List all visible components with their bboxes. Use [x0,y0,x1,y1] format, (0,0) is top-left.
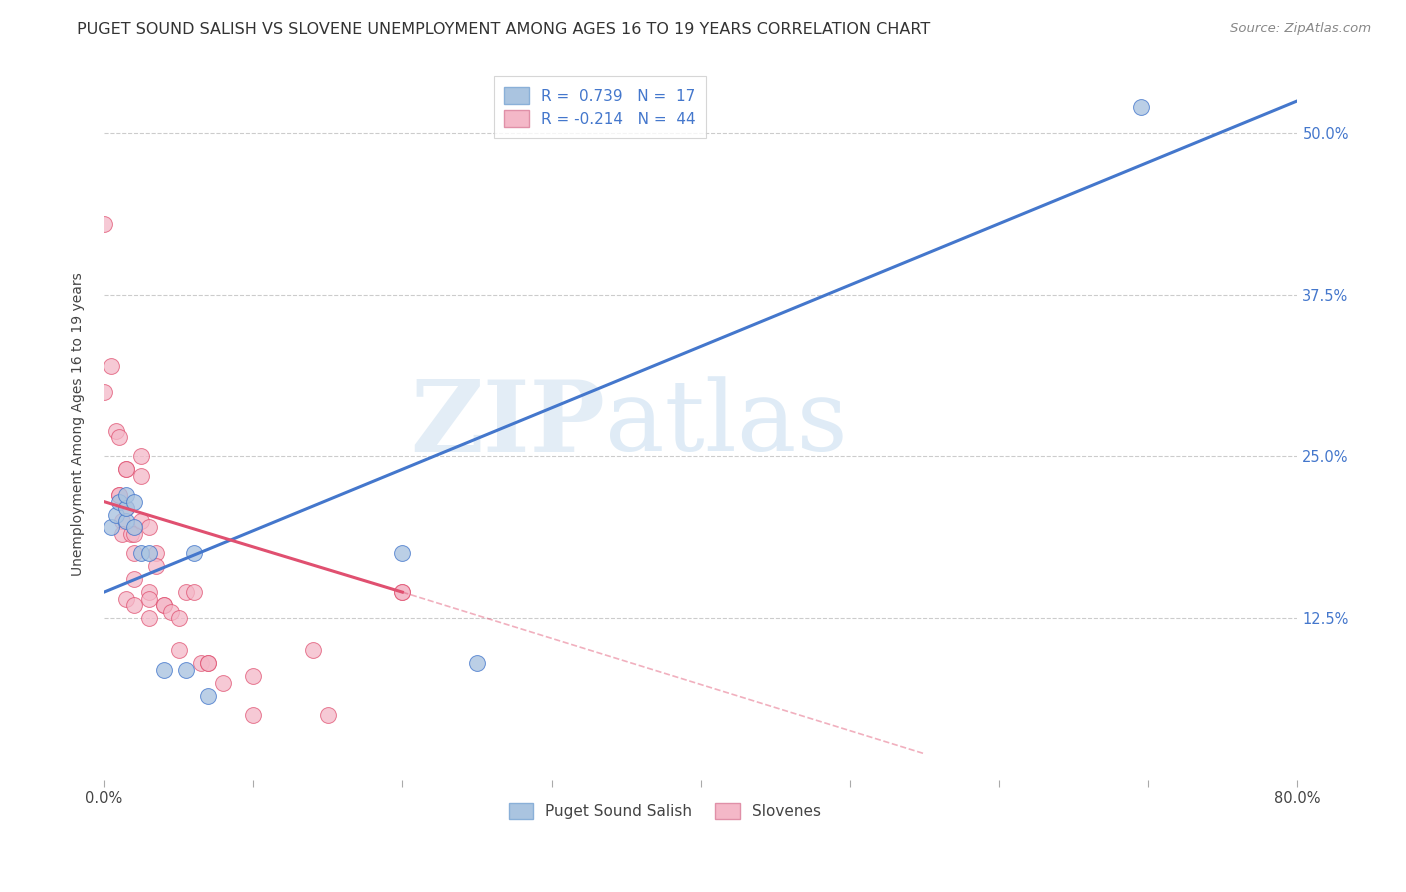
Point [1129,100,1152,114]
Text: PUGET SOUND SALISH VS SLOVENE UNEMPLOYMENT AMONG AGES 16 TO 19 YEARS CORRELATION: PUGET SOUND SALISH VS SLOVENE UNEMPLOYME… [77,22,931,37]
Point [129,514,152,528]
Point [138,585,160,599]
Point [100,520,122,534]
Point [242,669,264,683]
Point [129,450,152,464]
Point [115,488,138,502]
Point [108,494,131,508]
Point [111,514,134,528]
Point [183,585,205,599]
Point [167,643,190,657]
Point [122,527,145,541]
Point [115,501,138,516]
Point [115,514,138,528]
Point [104,424,127,438]
Point [145,559,167,574]
Point [100,359,122,373]
Point [138,546,160,560]
Point [108,488,131,502]
Point [138,520,160,534]
Point [129,468,152,483]
Point [115,591,138,606]
Point [152,598,174,612]
Point [197,657,219,671]
Point [104,508,127,522]
Point [167,611,190,625]
Point [108,430,131,444]
Point [465,657,488,671]
Point [115,501,138,516]
Point [302,643,325,657]
Point [111,527,134,541]
Point [174,663,197,677]
Point [122,546,145,560]
Point [197,657,219,671]
Point [122,494,145,508]
Point [122,572,145,586]
Point [145,546,167,560]
Point [316,708,339,723]
Legend: Puget Sound Salish, Slovenes: Puget Sound Salish, Slovenes [503,797,827,825]
Point [391,546,413,560]
Point [93,217,115,231]
Point [93,384,115,399]
Point [138,611,160,625]
Point [212,675,235,690]
Point [122,520,145,534]
Point [183,546,205,560]
Point [391,585,413,599]
Y-axis label: Unemployment Among Ages 16 to 19 years: Unemployment Among Ages 16 to 19 years [72,272,86,576]
Point [152,598,174,612]
Point [197,689,219,703]
Point [108,488,131,502]
Text: atlas: atlas [605,376,848,472]
Point [152,663,174,677]
Point [190,657,212,671]
Text: Source: ZipAtlas.com: Source: ZipAtlas.com [1230,22,1371,36]
Text: ZIP: ZIP [411,376,605,473]
Point [138,591,160,606]
Point [174,585,197,599]
Point [122,598,145,612]
Point [129,546,152,560]
Point [115,462,138,476]
Point [120,527,142,541]
Point [160,605,183,619]
Point [242,708,264,723]
Point [391,585,413,599]
Point [115,462,138,476]
